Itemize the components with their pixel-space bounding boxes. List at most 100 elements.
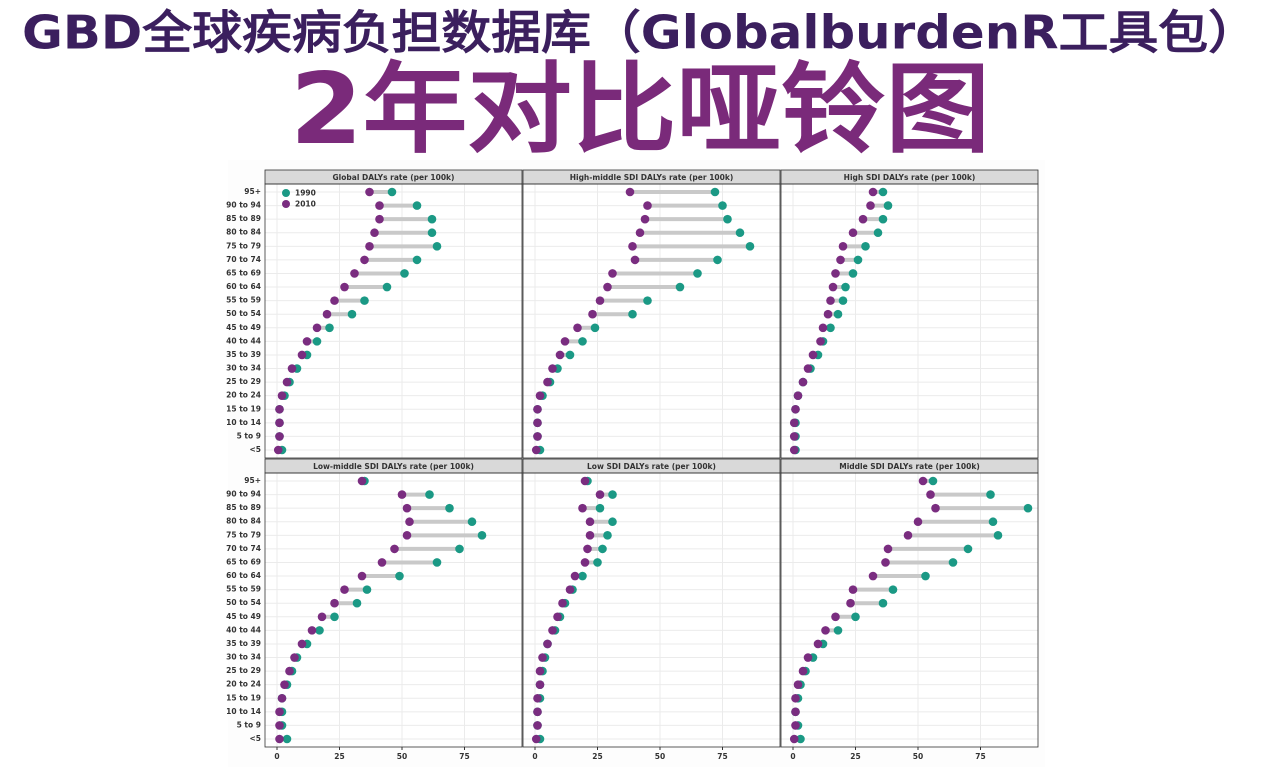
point [405, 517, 414, 527]
point [395, 571, 404, 581]
point [578, 571, 587, 581]
y-tick-label: 70 to 74 [226, 255, 261, 264]
y-tick-label: 35 to 39 [226, 639, 261, 648]
y-tick-label: 90 to 94 [226, 490, 261, 499]
y-tick-label: 55 to 59 [226, 296, 261, 305]
point [836, 255, 845, 265]
point [841, 282, 850, 292]
point [735, 228, 745, 238]
point [833, 309, 843, 319]
point [808, 350, 818, 360]
point [588, 309, 597, 319]
point [317, 612, 327, 622]
point [280, 680, 289, 689]
point [988, 517, 998, 527]
panel-border [780, 183, 1039, 459]
y-tick-label: 10 to 14 [226, 707, 261, 716]
x-tick-label: 75 [459, 752, 469, 761]
point [400, 269, 409, 278]
point [330, 296, 339, 305]
point [382, 282, 392, 292]
point [791, 721, 800, 730]
point [608, 517, 617, 527]
point [838, 296, 848, 305]
panel [781, 473, 1038, 747]
point [883, 201, 893, 210]
point [913, 517, 923, 527]
y-tick-label: 85 to 89 [226, 503, 261, 512]
point [548, 364, 557, 373]
point [789, 432, 799, 441]
x-tick-label: 50 [913, 752, 923, 761]
facet-title: Global DALYs rate (per 100k) [333, 173, 455, 182]
point [798, 666, 808, 676]
y-tick-label: 75 to 79 [226, 530, 261, 539]
x-tick-label: 0 [274, 752, 279, 761]
point [803, 653, 813, 662]
y-tick-label: 50 to 54 [226, 598, 261, 607]
point [791, 707, 800, 717]
point [791, 693, 800, 703]
point [467, 517, 477, 527]
legend-label: 2010 [295, 200, 316, 209]
panel-border [522, 183, 781, 459]
y-tick-label: 20 to 24 [226, 680, 261, 689]
point [275, 432, 284, 441]
point [275, 418, 284, 428]
point [432, 558, 442, 567]
point [888, 585, 898, 594]
y-tick-label: 40 to 44 [226, 625, 261, 634]
point [903, 531, 913, 540]
x-tick-label: 50 [655, 752, 665, 761]
point [360, 296, 369, 305]
legend-label: 1990 [295, 189, 316, 198]
point [578, 337, 587, 346]
point [553, 612, 562, 622]
point [297, 639, 307, 649]
y-tick-label: 80 to 84 [226, 228, 261, 237]
point [816, 337, 825, 346]
point [350, 269, 359, 278]
point [560, 337, 570, 346]
y-tick-label: 95+ [244, 187, 261, 196]
point [818, 323, 828, 333]
point [789, 734, 799, 744]
point [565, 585, 575, 594]
point [931, 503, 940, 513]
point [796, 734, 805, 744]
point [535, 391, 545, 400]
point [628, 309, 637, 319]
legend-marker [282, 189, 290, 197]
point [848, 585, 858, 594]
point [993, 531, 1003, 540]
point [330, 612, 339, 622]
y-tick-label: 5 to 9 [237, 720, 261, 729]
y-tick-label: 40 to 44 [226, 336, 261, 345]
point [883, 544, 893, 554]
point [789, 445, 799, 455]
point [330, 598, 339, 608]
y-tick-label: 45 to 49 [226, 323, 261, 332]
point [535, 666, 545, 676]
point [838, 242, 848, 251]
point [402, 503, 412, 513]
point [833, 626, 843, 635]
point [273, 445, 283, 455]
point [402, 531, 412, 540]
point [533, 404, 542, 414]
point [866, 201, 875, 210]
panel-border [264, 183, 523, 459]
y-tick-label: 65 to 69 [226, 268, 261, 277]
point [390, 544, 399, 554]
point [533, 721, 542, 730]
point [868, 187, 878, 197]
y-tick-label: 30 to 34 [226, 364, 261, 373]
point [555, 350, 565, 360]
point [828, 282, 838, 292]
x-tick-label: 25 [850, 752, 860, 761]
point [425, 490, 434, 499]
point [538, 653, 547, 662]
point [427, 228, 437, 238]
x-tick-label: 75 [717, 752, 727, 761]
y-tick-label: <5 [249, 734, 261, 743]
